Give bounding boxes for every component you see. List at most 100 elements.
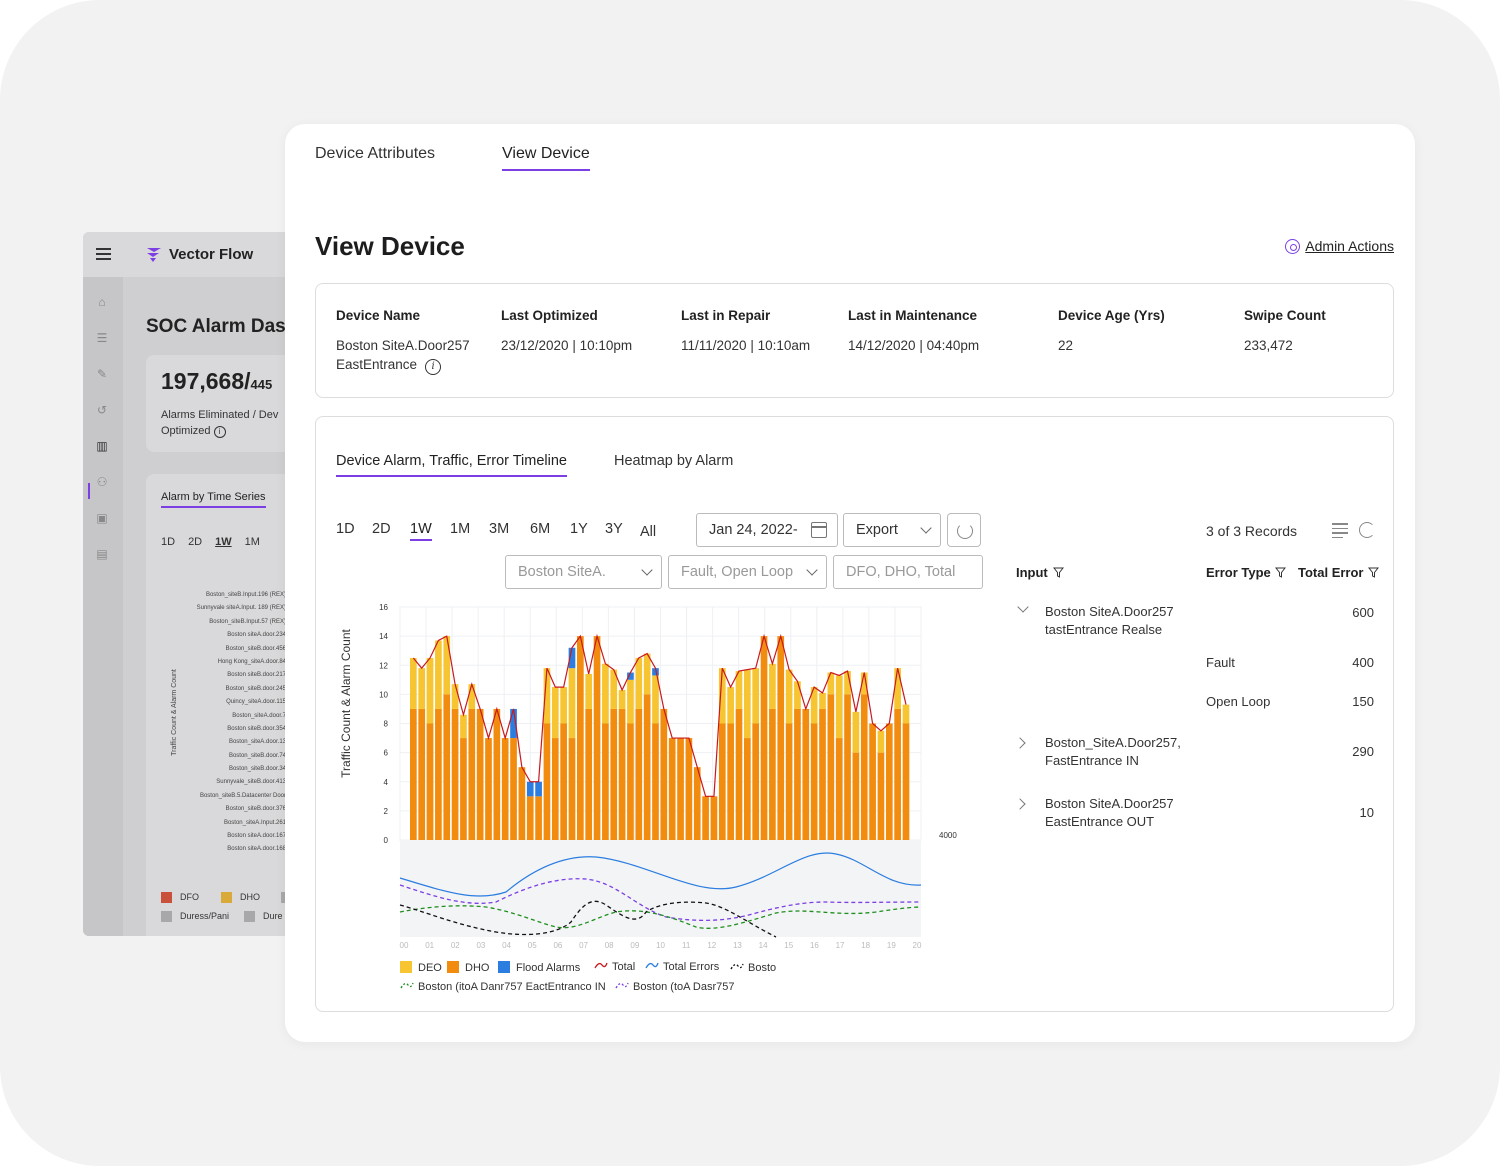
dho-bar: [718, 723, 726, 840]
deo-bar: [635, 657, 643, 709]
x-tick-label: 01: [425, 941, 434, 950]
export-dropdown[interactable]: Export: [843, 513, 941, 547]
dho-bar: [551, 738, 559, 840]
boston-toa-line: [399, 878, 922, 921]
history-icon[interactable]: ↺: [96, 403, 108, 417]
range-2d[interactable]: 2D: [372, 521, 391, 537]
tab-alarm-timeline[interactable]: Device Alarm, Traffic, Error Timeline: [336, 453, 567, 477]
bg-range-selector: 1D 2D 1W 1M: [161, 536, 273, 548]
dho-bar: [802, 708, 810, 840]
home-icon[interactable]: ⌂: [98, 295, 106, 309]
dho-bar: [835, 738, 843, 840]
admin-actions-link[interactable]: Admin Actions: [1285, 238, 1394, 254]
dho-bar: [752, 723, 760, 840]
secondary-plot-area: [400, 840, 921, 937]
dho-bar: [677, 738, 684, 840]
bg-range-1m[interactable]: 1M: [244, 536, 260, 548]
page-title: View Device: [315, 231, 465, 261]
column-header-input[interactable]: Input: [1016, 565, 1064, 580]
bg-range-2d[interactable]: 2D: [188, 536, 203, 548]
alarm-type-filter-input[interactable]: DFO, DHO, Total: [833, 555, 983, 589]
x-tick-label: 19: [887, 941, 896, 950]
x-tick-label: 03: [476, 941, 485, 950]
deo-bar: [827, 672, 835, 695]
bg-row-label: Sunnyvale_siteB.door.413: [216, 779, 286, 786]
calendar-icon[interactable]: [811, 522, 827, 538]
error-type-filter-select[interactable]: Fault, Open Loop: [668, 555, 827, 589]
y-tick-label: 10: [379, 690, 388, 699]
deo-bar: [435, 640, 442, 709]
refresh-button[interactable]: [947, 513, 981, 547]
range-3m[interactable]: 3M: [489, 521, 510, 537]
filter-icon[interactable]: [1367, 567, 1379, 578]
bg-row-label: Hong Kong_siteA.door.84: [217, 658, 286, 665]
column-header-total-error[interactable]: Total Error: [1298, 565, 1379, 580]
device-name-value-2: EastEntrance i: [336, 355, 470, 375]
range-6m[interactable]: 6M: [530, 521, 551, 537]
hamburger-menu-icon[interactable]: [96, 248, 111, 261]
bg-legend-duress2: Dure: [244, 911, 283, 923]
filter-icon[interactable]: [1052, 567, 1064, 578]
deo-bar: [627, 679, 634, 724]
x-tick-label: 08: [605, 941, 614, 950]
last-repair-value: 11/11/2020 | 10:10am: [681, 338, 811, 353]
site-filter-select[interactable]: Boston SiteA.: [505, 555, 662, 589]
range-1y[interactable]: 1Y: [570, 521, 588, 537]
analytics-icon[interactable]: ▥: [96, 439, 108, 453]
last-optimized-col: Last Optimized 23/12/2020 | 10:10pm: [501, 308, 632, 355]
dho-bar: [510, 738, 517, 840]
list-view-icon[interactable]: [1332, 523, 1348, 538]
dho-bar: [652, 723, 659, 840]
deo-bar: [810, 687, 818, 724]
date-range-input[interactable]: Jan 24, 2022-: [696, 513, 838, 547]
deo-bar: [727, 687, 734, 724]
bg-range-1w[interactable]: 1W: [215, 536, 232, 548]
x-tick-label: 02: [451, 941, 460, 950]
chevron-right-icon[interactable]: [1014, 798, 1026, 810]
chevron-right-icon[interactable]: [1014, 737, 1026, 749]
reload-icon[interactable]: [1359, 522, 1375, 538]
range-3y[interactable]: 3Y: [605, 521, 623, 537]
info-icon[interactable]: i: [213, 426, 226, 438]
chevron-down-icon[interactable]: [1017, 601, 1029, 613]
bg-chart-tab[interactable]: Alarm by Time Series: [161, 491, 266, 508]
tab-view-device[interactable]: View Device: [502, 145, 590, 171]
pin-icon[interactable]: ✎: [96, 367, 108, 381]
legend-total: Total: [594, 960, 635, 973]
row-total: 10: [1359, 805, 1374, 820]
x-tick-label: 07: [579, 941, 588, 950]
bg-range-1d[interactable]: 1D: [161, 536, 176, 548]
last-maintenance-value: 14/12/2020 | 04:40pm: [848, 338, 980, 353]
flood-bar: [510, 708, 517, 739]
range-1m[interactable]: 1M: [450, 521, 471, 537]
settings-list-icon[interactable]: ▤: [96, 547, 108, 561]
dho-bar: [435, 708, 442, 840]
device-icon[interactable]: ▣: [96, 511, 108, 525]
filter-icon[interactable]: [1274, 567, 1286, 578]
bg-row-label: Boston_siteB.door.245: [225, 685, 286, 692]
bg-row-label: Quincy_siteA.door.115: [226, 699, 286, 706]
deo-bar: [551, 687, 559, 739]
tab-heatmap[interactable]: Heatmap by Alarm: [614, 453, 734, 469]
timeline-card: Device Alarm, Traffic, Error Timeline He…: [315, 416, 1394, 1012]
range-1d[interactable]: 1D: [336, 521, 355, 537]
deo-bar: [735, 671, 743, 709]
dho-bar: [710, 796, 718, 840]
x-tick-label: 12: [707, 941, 716, 950]
dho-bar: [526, 796, 534, 840]
deo-bar: [877, 730, 885, 753]
users-icon[interactable]: ⚇: [96, 475, 108, 489]
legend-bosto: Bosto: [730, 961, 776, 974]
dho-bar: [493, 708, 501, 840]
dho-bar: [543, 723, 551, 840]
range-1w[interactable]: 1W: [410, 521, 432, 541]
column-header-error-type[interactable]: Error Type: [1206, 565, 1286, 580]
bg-row-label: Boston siteA.door.168: [227, 846, 286, 853]
range-all[interactable]: All: [640, 524, 657, 540]
bg-row-label: Boston siteB.door.217: [227, 672, 286, 679]
info-icon[interactable]: i: [425, 359, 442, 375]
y-tick-label: 6: [384, 749, 389, 758]
bg-row-label: Sunnyvale siteA.Input. 189 (REX): [196, 605, 286, 612]
list-icon[interactable]: ☰: [96, 331, 108, 345]
tab-device-attributes[interactable]: Device Attributes: [315, 145, 436, 162]
